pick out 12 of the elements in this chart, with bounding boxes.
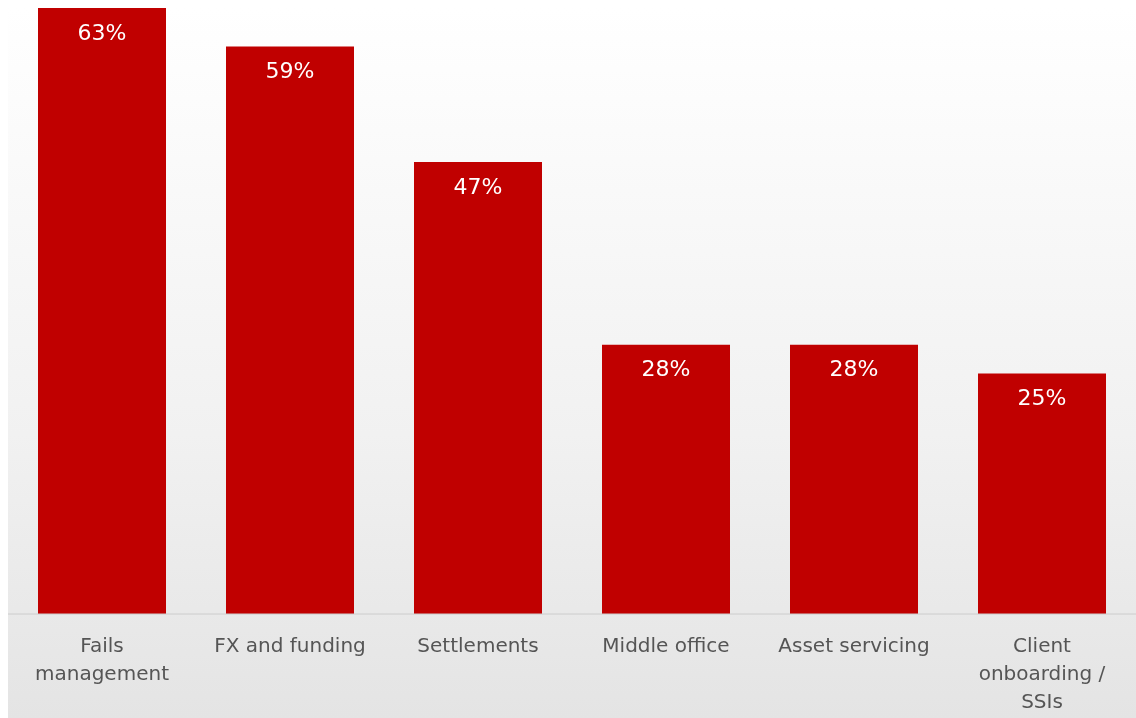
data-label: 28% [641,356,691,382]
x-tick-label: FX and funding [214,633,366,657]
x-tick-label: Settlements [417,633,539,657]
x-tick-label: Asset servicing [778,633,930,657]
x-tick-label: Fails management [35,633,170,685]
data-label: 28% [829,356,879,382]
data-label: 59% [265,58,315,84]
x-tick-label: Middle office [602,633,730,657]
x-tick-label: Client onboarding / SSIs [978,633,1106,713]
data-label: 63% [77,19,127,45]
data-label: 25% [1017,385,1067,411]
data-label: 47% [453,173,503,199]
